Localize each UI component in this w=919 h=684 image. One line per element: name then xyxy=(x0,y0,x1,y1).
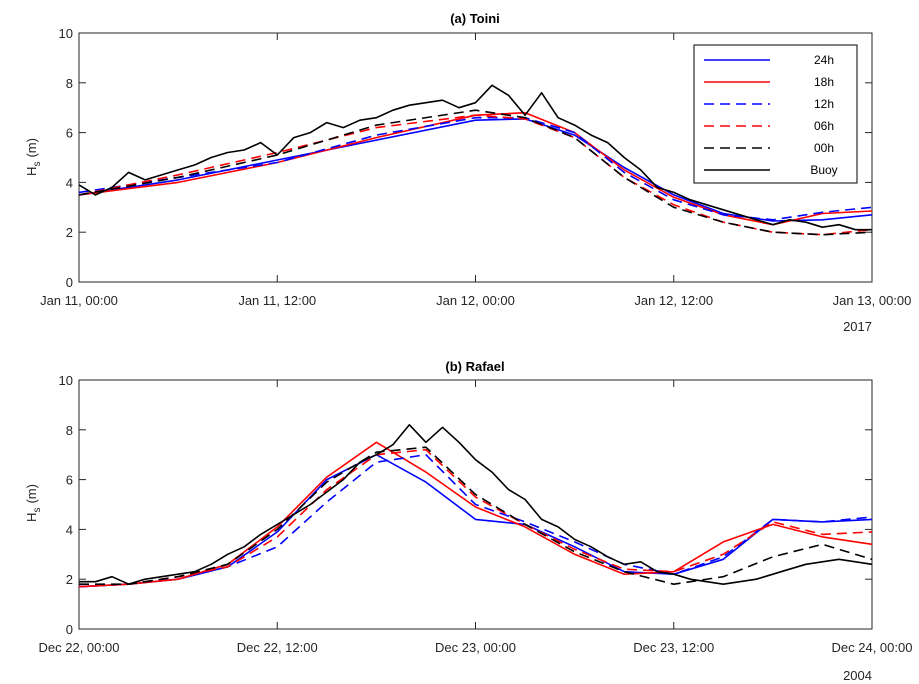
panel-toini: (a) Toini Hs(m) 2017 0 2 4 6 8 10 Jan 11, 00:0… xyxy=(24,11,911,334)
x-tick-label: Jan 13, 00:00 xyxy=(833,293,912,308)
y-tick-label: 4 xyxy=(66,175,73,190)
series-line-12h xyxy=(78,116,873,221)
legend-label: 18h xyxy=(814,75,834,89)
plot-area: 0 2 4 6 8 10 Jan 11, 00:00 Jan 11, 12:00 Jan 12,… xyxy=(40,26,911,308)
legend-label: Buoy xyxy=(810,163,837,177)
legend-label: 06h xyxy=(814,119,834,133)
x-tick-label: Jan 12, 12:00 xyxy=(634,293,713,308)
y-tick-label: 6 xyxy=(66,473,73,488)
series-line-24h xyxy=(78,453,873,588)
x-tick-label: Dec 22, 12:00 xyxy=(237,640,318,655)
year-label: 2017 xyxy=(843,319,872,334)
legend-label: 00h xyxy=(814,141,834,155)
y-tick-label: 6 xyxy=(66,126,73,141)
y-tick-label: 2 xyxy=(66,225,73,240)
y-tick-label: 8 xyxy=(66,76,73,91)
legend-label: 24h xyxy=(814,53,834,67)
series-line-18h xyxy=(78,441,873,588)
chart-title: (a) Toini xyxy=(450,11,500,26)
x-tick-label: Dec 23, 00:00 xyxy=(435,640,516,655)
y-axis-label: Hs(m) xyxy=(24,484,43,522)
y-tick-label: 4 xyxy=(66,522,73,537)
x-tick-label: Jan 11, 12:00 xyxy=(238,293,316,308)
series-line-12h xyxy=(78,453,873,588)
y-tick-label: 8 xyxy=(66,423,73,438)
x-tick-label: Dec 22, 00:00 xyxy=(39,640,120,655)
year-label: 2004 xyxy=(843,668,872,683)
y-tick-label: 10 xyxy=(59,26,73,41)
series-line-06h xyxy=(78,448,873,588)
series-line-00h xyxy=(79,446,873,586)
y-tick-label: 2 xyxy=(66,572,73,587)
x-tick-label: Jan 12, 00:00 xyxy=(436,293,515,308)
legend-box xyxy=(693,44,858,184)
y-tick-label: 10 xyxy=(59,373,73,388)
x-tick-label: Jan 11, 00:00 xyxy=(40,293,118,308)
legend: 24h 18h 12h 06h 00h Buoy xyxy=(693,44,858,184)
panel-rafael: (b) Rafael Hs(m) 2004 0 2 4 6 8 10 Dec 22, 00:… xyxy=(24,359,912,683)
chart-title: (b) Rafael xyxy=(445,359,504,374)
y-tick-label: 0 xyxy=(66,622,73,637)
legend-label: 12h xyxy=(814,97,834,111)
series-line-buoy xyxy=(78,84,872,231)
plot-area: 0 2 4 6 8 10 Dec 22, 00:00 Dec 22, 12:00 Dec 23,… xyxy=(39,373,913,655)
x-tick-label: Dec 23, 12:00 xyxy=(633,640,714,655)
series-line-24h xyxy=(78,118,873,222)
x-tick-label: Dec 24, 00:00 xyxy=(832,640,913,655)
y-axis-label: Hs(m) xyxy=(24,138,43,176)
series-line-buoy xyxy=(79,423,873,586)
y-tick-label: 0 xyxy=(66,275,73,290)
